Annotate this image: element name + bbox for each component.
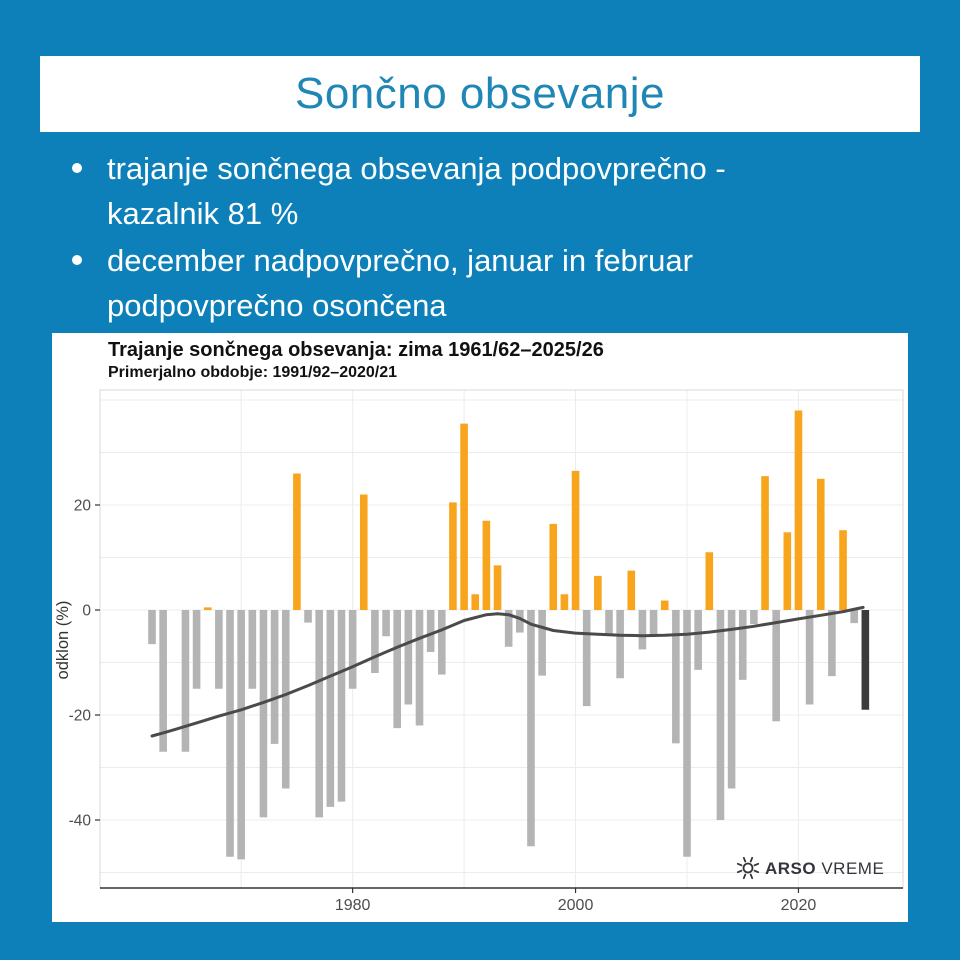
x-axis-labels: 1980 2000 2020 <box>335 897 817 914</box>
bars-group <box>148 410 870 860</box>
bar-1995 <box>516 610 524 633</box>
bar-1968 <box>215 610 223 689</box>
bar-1983 <box>382 610 390 637</box>
bar-1993 <box>493 565 502 611</box>
bar-2007 <box>649 610 658 637</box>
bullet-dot-icon <box>72 163 82 173</box>
bar-2016 <box>750 610 758 625</box>
bullet-text: trajanje sončnega obsevanja podpovprečno… <box>107 151 726 231</box>
bar-1982 <box>371 610 379 673</box>
y-axis-labels: 20 0 -20 -40 <box>69 498 92 830</box>
vertical-gridlines <box>240 390 799 888</box>
bar-1984 <box>393 610 402 729</box>
bar-2001 <box>582 610 591 707</box>
bar-1969 <box>226 610 234 857</box>
bar-1996 <box>527 610 535 847</box>
bullet-text: december nadpovprečno, januar in februar… <box>107 243 693 323</box>
arso-vreme-logo: ARSO VREME <box>736 856 884 880</box>
bar-2003 <box>605 610 613 635</box>
bar-1994 <box>504 610 513 647</box>
bar-2020 <box>794 410 803 610</box>
bar-2019 <box>783 532 792 610</box>
x-tick-2000: 2000 <box>558 897 594 914</box>
bar-1975 <box>293 473 301 610</box>
bar-2002 <box>594 575 602 611</box>
bar-1999 <box>560 594 569 610</box>
y-tick-0: 0 <box>82 603 91 620</box>
bar-1998 <box>549 523 558 610</box>
bar-1972 <box>259 610 268 818</box>
logo-text: ARSO VREME <box>765 859 884 878</box>
bar-2023 <box>828 610 836 677</box>
bar-1978 <box>326 610 335 807</box>
bar-2012 <box>705 552 714 610</box>
bar-2009 <box>672 610 680 744</box>
x-tick-1980: 1980 <box>335 897 371 914</box>
bar-2018 <box>772 610 780 722</box>
bar-1991 <box>471 594 480 610</box>
bar-1973 <box>270 610 279 744</box>
chart-title: Trajanje sončnega obsevanja: zima 1961/6… <box>108 339 604 361</box>
bar-1963 <box>159 610 167 752</box>
bar-2005 <box>627 570 636 611</box>
bar-1966 <box>192 610 201 689</box>
bar-1986 <box>415 610 424 726</box>
chart-subtitle: Primerjalno obdobje: 1991/92–2020/21 <box>108 364 398 381</box>
bar-1976 <box>304 610 312 623</box>
page-title: Sončno obsevanje <box>294 69 666 118</box>
bar-2006 <box>638 610 647 650</box>
bar-1962 <box>148 610 156 645</box>
bar-2025 <box>850 610 858 624</box>
y-axis-title: odklon (%) <box>54 601 72 680</box>
bar-1979 <box>337 610 346 802</box>
bar-2017 <box>761 476 769 611</box>
bullet-item-2: december nadpovprečno, januar in februar… <box>72 238 892 328</box>
bar-1992 <box>482 520 491 610</box>
bullet-dot-icon <box>72 255 82 265</box>
axis-tick-marks <box>95 504 800 893</box>
bar-2010 <box>683 610 691 857</box>
y-tick--20: -20 <box>69 708 92 725</box>
bar-1990 <box>460 423 468 611</box>
bar-2024 <box>839 530 847 610</box>
bullet-list: trajanje sončnega obsevanja podpovprečno… <box>72 146 892 330</box>
bar-1981 <box>359 494 368 610</box>
bar-1985 <box>404 610 413 705</box>
bar-2011 <box>694 610 702 670</box>
bar-2004 <box>616 610 624 679</box>
x-tick-2020: 2020 <box>781 897 817 914</box>
chart-card: Trajanje sončnega obsevanja: zima 1961/6… <box>52 333 908 922</box>
bar-2000 <box>571 470 580 611</box>
bar-1997 <box>538 610 546 676</box>
bar-2013 <box>716 610 725 820</box>
bar-1989 <box>449 502 457 611</box>
bar-1967 <box>203 607 212 611</box>
sun-icon <box>736 856 760 880</box>
y-tick-20: 20 <box>74 498 92 515</box>
bar-1987 <box>426 610 435 652</box>
bar-2008 <box>660 600 669 610</box>
trend-line <box>150 605 865 738</box>
horizontal-gridlines <box>100 399 903 873</box>
title-banner: Sončno obsevanje <box>40 56 920 132</box>
bar-1974 <box>281 610 290 789</box>
bar-2022 <box>816 478 825 610</box>
bullet-item-1: trajanje sončnega obsevanja podpovprečno… <box>72 146 892 236</box>
bar-2015 <box>738 610 747 680</box>
bar-1965 <box>181 610 190 752</box>
bar-1971 <box>248 610 257 689</box>
bar-1988 <box>438 610 446 675</box>
bar-1970 <box>237 610 245 860</box>
bar-2014 <box>727 610 736 789</box>
bar-2021 <box>805 610 814 705</box>
bar-2026 <box>861 610 870 710</box>
y-tick--40: -40 <box>69 813 92 830</box>
bar-1977 <box>315 610 323 818</box>
bar-chart: 20 0 -20 -40 1980 2000 2020 odklon (%) ARSO V… <box>54 389 904 914</box>
bar-1980 <box>348 610 357 689</box>
